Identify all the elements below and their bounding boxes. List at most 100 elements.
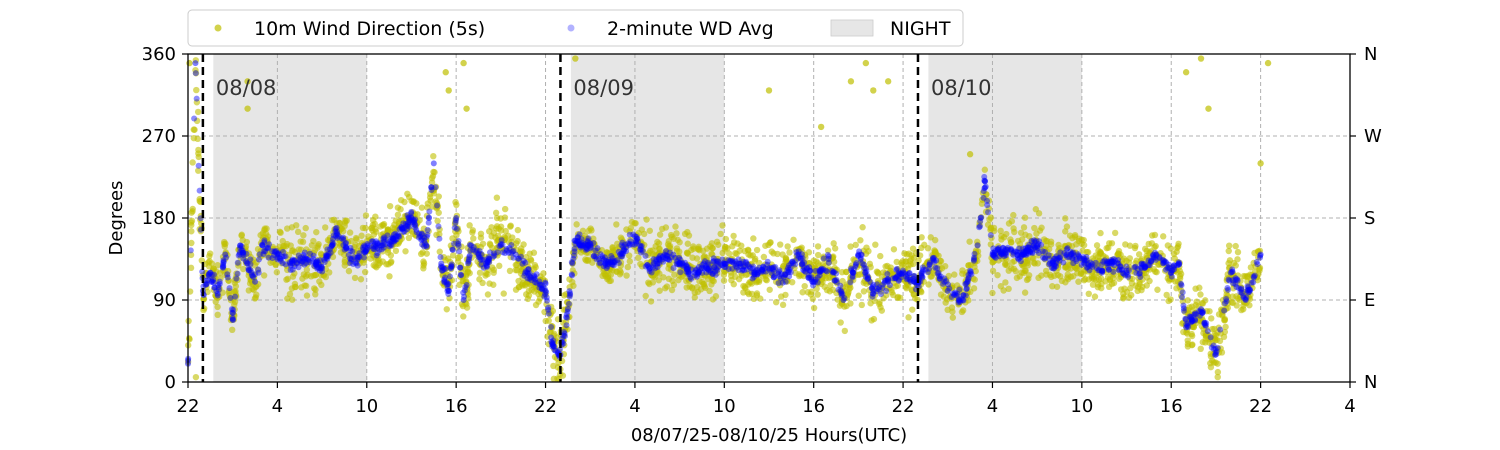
wind-point [315,259,323,266]
avg-point [498,237,505,244]
avg-point [453,215,460,221]
wind-point [903,278,910,286]
wind-point [526,265,533,272]
avg-point [670,251,677,258]
wind-point [730,281,737,288]
avg-point [918,272,925,279]
wind-point [540,270,547,277]
avg-point [572,237,579,244]
avg-point [779,279,786,286]
wind-point [1024,257,1031,265]
wind-point [987,241,994,248]
wind-point [1238,306,1245,314]
wind-point [1199,317,1207,324]
wind-outlier-point [186,59,193,67]
wind-point [479,279,486,287]
wind-point [384,226,392,234]
wind-point [1222,323,1229,331]
wind-point [1049,283,1056,290]
wind-point [1043,237,1051,245]
wind-point [642,292,649,300]
avg-point [399,225,406,232]
wind-point [866,260,874,268]
wind-point [210,286,217,294]
avg-point [425,215,432,222]
wind-point [971,257,978,264]
x-tick-label: 16 [802,396,825,417]
wind-point [625,252,633,259]
wind-point [684,228,691,236]
wind-point [610,252,618,259]
wind-point [728,255,736,263]
avg-point [256,251,263,258]
avg-point [210,279,217,286]
wind-point [985,205,993,212]
wind-point [858,301,866,309]
avg-point [1050,265,1057,272]
avg-point [1225,286,1232,293]
avg-point [936,272,943,279]
avg-point [1053,253,1060,260]
wind-point [795,271,803,278]
avg-point [438,260,445,267]
avg-point [1060,259,1067,266]
wind-point [722,235,730,243]
wind-point [655,240,663,247]
legend-avg-marker [567,24,575,32]
avg-point [191,115,198,122]
wind-point [571,253,578,261]
avg-point [1221,300,1228,307]
avg-point [631,233,638,240]
wind-point [291,280,299,288]
wind-point [859,224,866,231]
avg-point [265,254,272,261]
wind-point [514,226,522,234]
avg-point [1204,328,1211,335]
avg-point [542,279,549,286]
avg-point [932,264,939,271]
wind-point [888,286,895,293]
wind-point [954,295,961,302]
wind-point [1122,241,1129,248]
wind-point [878,307,886,314]
wind-point [752,255,759,263]
avg-point [435,223,442,230]
wind-point [289,296,296,303]
wind-point [989,267,997,275]
wind-point [526,250,534,257]
wind-point [517,252,524,259]
wind-point [745,268,753,275]
wind-point [977,214,985,221]
avg-point [187,247,194,254]
wind-point [1249,284,1256,292]
wind-point [384,249,392,256]
wind-point [606,277,613,285]
avg-point [948,294,955,301]
x-axis-title: 08/07/25-08/10/25 Hours(UTC) [631,425,907,446]
avg-point [255,256,262,263]
wind-point [350,248,357,255]
wind-point [693,283,701,291]
wind-point [790,236,797,243]
wind-point [875,282,882,290]
y-tick-label: 180 [142,208,176,229]
wind-point [372,213,379,220]
avg-point [998,250,1005,257]
wind-point [762,271,769,278]
wind-point [937,291,945,298]
wind-point [808,263,815,270]
wind-point [267,252,275,260]
wind-point [832,277,840,285]
wind-point [918,234,925,241]
wind-point [931,249,939,256]
avg-point [541,293,548,300]
wind-point [1209,357,1216,364]
wind-point [202,281,209,289]
avg-point [1123,269,1130,276]
wind-point [902,258,910,265]
wind-point [1186,313,1194,320]
wind-point [981,166,989,173]
wind-point [562,324,569,332]
wind-point [254,267,262,274]
avg-point [1132,263,1139,270]
